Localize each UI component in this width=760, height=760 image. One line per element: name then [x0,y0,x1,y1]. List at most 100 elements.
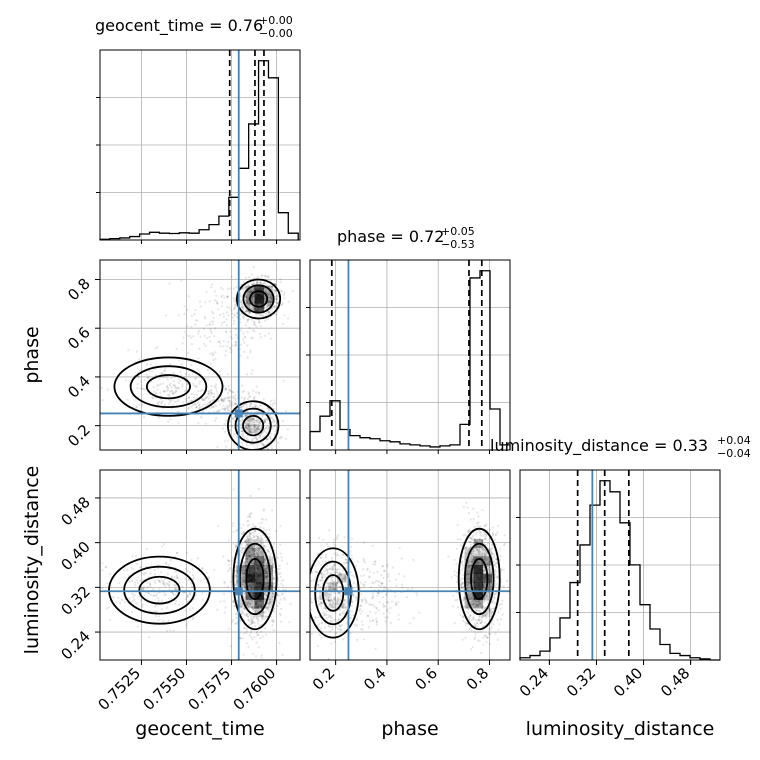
sample-point [249,427,252,430]
sample-point [487,568,490,571]
sample-point [264,289,267,292]
sample-point [251,608,254,611]
sample-point [165,376,168,379]
sample-point [196,319,199,322]
sample-point [244,336,247,339]
sample-point [253,549,256,552]
sample-point [468,564,471,567]
sample-point [167,420,170,423]
sample-point [264,575,267,578]
sample-point [214,351,217,354]
density-cell [263,599,274,609]
sample-point [484,538,487,541]
sample-point [275,298,279,301]
sample-point [131,555,134,558]
sample-point [143,573,146,576]
sample-point [467,576,470,579]
sample-point [194,308,197,312]
sample-point [482,566,486,569]
sample-point [209,394,212,397]
sample-point [231,417,234,420]
sample-point [255,419,259,422]
sample-point [159,383,162,386]
sample-point [468,548,471,551]
sample-point [260,539,263,542]
sample-point [245,414,248,417]
sample-point [250,289,253,292]
sample-point [251,652,254,655]
sample-point [234,341,237,344]
sample-point [338,572,341,575]
sample-point [258,547,261,550]
sample-point [258,539,262,542]
sample-point [468,569,471,573]
sample-point [275,283,278,287]
sample-point [136,562,139,565]
sample-point [500,568,503,571]
sample-point [241,566,244,569]
sample-point [471,596,474,600]
sample-point [255,391,258,394]
sample-point [242,289,245,292]
sample-point [474,606,477,609]
density-cell [254,539,264,549]
sample-point [167,580,170,583]
sample-point [201,592,204,595]
sample-point [456,598,459,602]
sample-point [229,420,232,423]
sample-point [174,593,177,596]
sample-point [270,585,273,588]
sample-point [268,598,271,601]
sample-point [149,585,152,588]
sample-point [260,654,263,657]
sample-point [253,536,256,539]
sample-point [279,614,282,617]
sample-point [269,301,272,304]
sample-point [231,559,234,562]
sample-point [471,602,474,606]
sample-point [177,421,180,424]
sample-point [337,602,341,605]
sample-point [106,388,109,391]
sample-point [190,343,193,346]
sample-point [339,628,342,631]
density-cell [245,303,255,313]
sample-point [258,547,261,551]
sample-point [482,624,485,627]
sample-point [240,544,243,547]
sample-point [248,420,251,423]
sample-point [473,550,476,553]
sample-point [253,425,256,428]
sample-point [280,303,283,306]
sample-point [252,295,255,298]
sample-point [467,562,470,565]
sample-point [135,406,138,409]
sample-point [241,384,244,387]
sample-point [255,534,258,538]
sample-point [224,419,227,422]
sample-point [163,578,166,581]
sample-point [265,288,269,291]
sample-point [243,576,246,580]
sample-point [260,554,263,557]
sample-point [233,622,237,625]
sample-point [253,424,256,427]
sample-point [280,579,283,582]
sample-point [259,624,262,627]
sample-point [231,397,235,400]
sample-point [132,568,135,571]
sample-point [249,599,253,602]
sample-point [483,555,486,559]
sample-point [248,425,251,428]
sample-point [181,383,184,386]
sample-point [258,436,261,440]
sample-point [336,552,339,555]
sample-point [126,398,129,401]
sample-point [168,282,171,285]
sample-point [377,584,380,587]
sample-point [263,559,266,562]
sample-point [265,545,268,549]
sample-point [471,576,474,579]
sample-point [265,576,268,579]
sample-point [495,592,498,595]
